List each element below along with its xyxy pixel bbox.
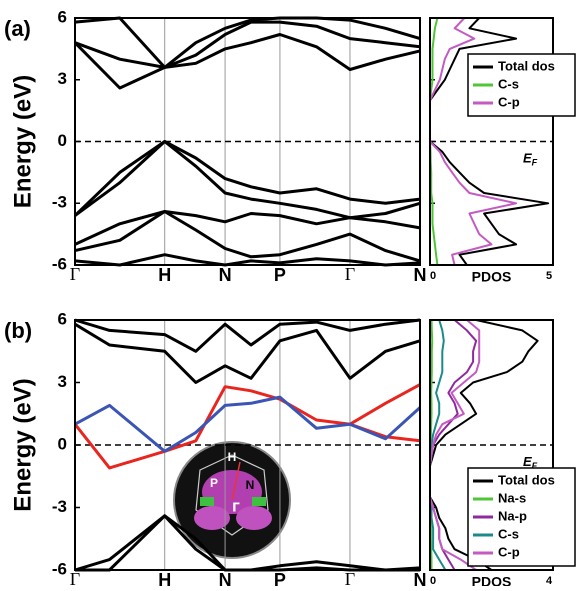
y-tick-label: -3 [52, 497, 67, 516]
x-tick-label: H [158, 265, 171, 285]
band-curve [74, 140, 421, 220]
legend-label: Total dos [498, 58, 555, 73]
fermi-label-main: E [523, 151, 532, 166]
inset-label: P [210, 476, 218, 490]
legend-label: C-p [498, 94, 520, 109]
plot-frame [429, 17, 554, 266]
band-curve [73, 383, 421, 470]
x-tick-label: N [414, 570, 427, 586]
inset-surface [236, 506, 272, 530]
y-tick-label: -3 [52, 193, 67, 212]
band-curve [74, 16, 421, 69]
legend-label: Na-s [498, 490, 526, 505]
fermi-label: EF [523, 454, 538, 471]
band-curve [74, 210, 421, 246]
y-tick-label: 0 [58, 131, 67, 150]
dos-curve [429, 319, 539, 571]
dos-curve [429, 319, 481, 571]
y-tick-label: -6 [52, 254, 67, 273]
x-tick-label: N [414, 265, 427, 285]
inset-zone [195, 454, 269, 536]
panel-label: (a) [4, 16, 31, 41]
inset-label: H [228, 450, 237, 464]
inset-surface [252, 497, 266, 506]
y-tick-label: -6 [52, 559, 67, 578]
plot-frame [74, 17, 421, 266]
fermi-label: EF [523, 151, 538, 168]
inset-surface [200, 497, 214, 506]
brillouin-zone-inset [173, 441, 291, 559]
band-curve [74, 318, 421, 353]
y-tick-label: 6 [58, 7, 67, 26]
x-tick-label: 5 [546, 270, 552, 282]
plot-frame [429, 319, 554, 571]
inset-label: Γ [232, 501, 240, 515]
x-tick-label: P [274, 265, 286, 285]
x-axis-label: PDOS [472, 574, 512, 586]
band-curve [74, 395, 422, 453]
x-tick-label: Γ [345, 569, 355, 586]
x-tick-label: Γ [70, 569, 80, 586]
legend-label: Total dos [498, 472, 555, 487]
band-curve [74, 210, 421, 263]
y-tick-label: 6 [58, 309, 67, 328]
x-tick-label: 4 [546, 575, 553, 586]
x-tick-label: 0 [430, 270, 436, 282]
x-tick-label: H [158, 570, 171, 586]
x-tick-label: 0 [430, 575, 436, 586]
dos-curve [429, 319, 447, 571]
x-axis-label: PDOS [472, 269, 512, 285]
legend-label: C-s [498, 76, 519, 91]
x-tick-label: Γ [70, 264, 80, 284]
band-curve [74, 322, 421, 384]
y-tick-label: 0 [58, 434, 67, 453]
y-tick-label: 3 [58, 69, 67, 88]
legend-label: C-s [498, 526, 519, 541]
fermi-label-sub: F [532, 158, 538, 168]
plot-frame [74, 319, 421, 571]
inset-surface [194, 506, 230, 530]
band-curve [74, 33, 421, 71]
x-tick-label: P [274, 570, 286, 586]
legend-label: Na-p [498, 508, 527, 523]
inset-path [231, 461, 241, 501]
band-curve [74, 253, 421, 267]
panel-label: (b) [4, 318, 32, 343]
y-axis-label: Energy (eV) [9, 75, 36, 208]
inset-surface [202, 470, 262, 514]
legend-label: C-p [498, 544, 520, 559]
y-tick-label: 3 [58, 372, 67, 391]
fermi-label-sub: F [532, 461, 538, 471]
x-tick-label: N [219, 265, 232, 285]
y-axis-label: Energy (eV) [9, 378, 36, 511]
band-curve [73, 20, 421, 90]
x-tick-label: Γ [345, 264, 355, 284]
x-tick-label: N [219, 570, 232, 586]
inset-label: N [246, 478, 255, 492]
band-curve [73, 140, 421, 217]
fermi-label-main: E [523, 454, 532, 469]
